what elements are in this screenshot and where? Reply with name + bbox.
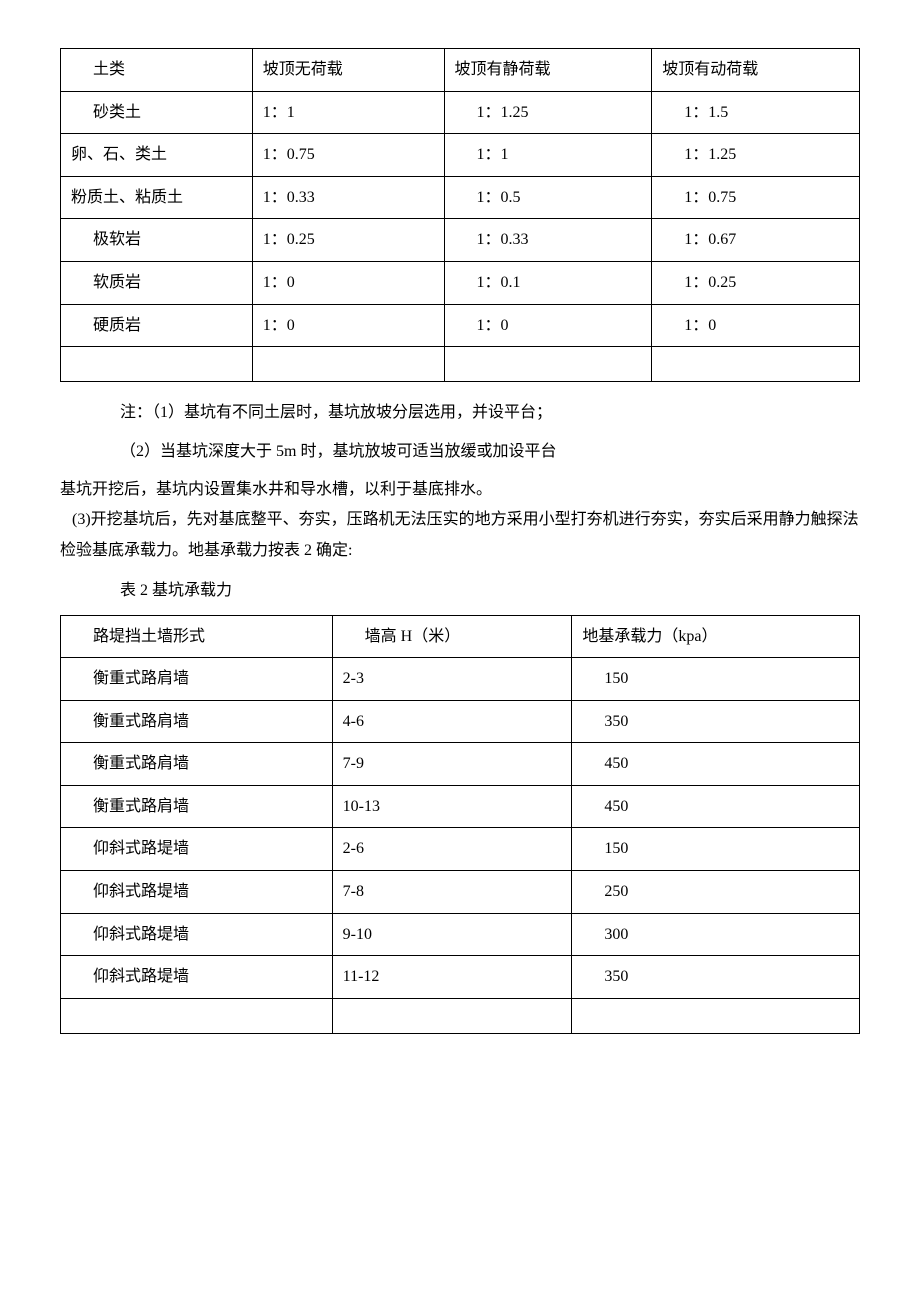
cell: 极软岩 (61, 219, 253, 262)
paragraph-line-2: (3)开挖基坑后，先对基底整平、夯实，压路机无法压实的地方采用小型打夯机进行夯实… (60, 505, 860, 566)
table-row: 仰斜式路堤墙 7-8 250 (61, 871, 860, 914)
cell: 1：1 (252, 91, 444, 134)
table-row: 仰斜式路堤墙 11-12 350 (61, 956, 860, 999)
cell: 4-6 (332, 700, 572, 743)
table2-title: 表 2 基坑承载力 (120, 576, 860, 606)
cell: 1：0.75 (252, 134, 444, 177)
cell: 450 (572, 743, 860, 786)
cell: 衡重式路肩墙 (61, 700, 333, 743)
cell: 1：0 (444, 304, 652, 347)
cell: 1：0.75 (652, 176, 860, 219)
table-row: 衡重式路肩墙 4-6 350 (61, 700, 860, 743)
col-header: 路堤挡土墙形式 (61, 615, 333, 658)
table-row: 卵、石、类土 1：0.75 1：1 1：1.25 (61, 134, 860, 177)
cell: 仰斜式路堤墙 (61, 913, 333, 956)
cell: 1：0 (252, 261, 444, 304)
cell: 2-3 (332, 658, 572, 701)
cell: 250 (572, 871, 860, 914)
table-row: 仰斜式路堤墙 9-10 300 (61, 913, 860, 956)
col-header: 坡顶无荷载 (252, 49, 444, 92)
table-row: 极软岩 1：0.25 1：0.33 1：0.67 (61, 219, 860, 262)
cell: 1：1.25 (444, 91, 652, 134)
cell: 2-6 (332, 828, 572, 871)
table-row: 软质岩 1：0 1：0.1 1：0.25 (61, 261, 860, 304)
table-row: 砂类土 1：1 1：1.25 1：1.5 (61, 91, 860, 134)
cell: 粉质土、粘质土 (61, 176, 253, 219)
cell: 1：1.5 (652, 91, 860, 134)
cell: 7-8 (332, 871, 572, 914)
cell: 1：0.5 (444, 176, 652, 219)
col-header: 地基承载力（kpa） (572, 615, 860, 658)
col-header: 坡顶有动荷载 (652, 49, 860, 92)
cell: 11-12 (332, 956, 572, 999)
cell: 卵、石、类土 (61, 134, 253, 177)
cell: 350 (572, 700, 860, 743)
cell: 150 (572, 658, 860, 701)
col-header: 墙高 H（米） (332, 615, 572, 658)
cell: 1：1.25 (652, 134, 860, 177)
cell: 1：1 (444, 134, 652, 177)
cell: 衡重式路肩墙 (61, 785, 333, 828)
paragraph-line-1: 基坑开挖后，基坑内设置集水井和导水槽，以利于基底排水。 (60, 475, 860, 505)
table-bearing-capacity: 路堤挡土墙形式 墙高 H（米） 地基承载力（kpa） 衡重式路肩墙 2-3 15… (60, 615, 860, 1034)
cell: 仰斜式路堤墙 (61, 956, 333, 999)
note-line-2: （2）当基坑深度大于 5m 时，基坑放坡可适当放缓或加设平台 (120, 437, 860, 467)
table-slope-ratios: 土类 坡顶无荷载 坡顶有静荷载 坡顶有动荷载 砂类土 1：1 1：1.25 1：… (60, 48, 860, 382)
cell: 1：0.25 (652, 261, 860, 304)
table-row: 硬质岩 1：0 1：0 1：0 (61, 304, 860, 347)
cell: 仰斜式路堤墙 (61, 828, 333, 871)
table-header-row: 土类 坡顶无荷载 坡顶有静荷载 坡顶有动荷载 (61, 49, 860, 92)
table-header-row: 路堤挡土墙形式 墙高 H（米） 地基承载力（kpa） (61, 615, 860, 658)
cell: 350 (572, 956, 860, 999)
cell: 1：0.33 (252, 176, 444, 219)
table-row: 粉质土、粘质土 1：0.33 1：0.5 1：0.75 (61, 176, 860, 219)
col-header: 土类 (61, 49, 253, 92)
table-row: 衡重式路肩墙 2-3 150 (61, 658, 860, 701)
cell: 300 (572, 913, 860, 956)
cell: 450 (572, 785, 860, 828)
cell: 1：0 (652, 304, 860, 347)
cell: 1：0.25 (252, 219, 444, 262)
cell: 9-10 (332, 913, 572, 956)
cell: 150 (572, 828, 860, 871)
cell: 软质岩 (61, 261, 253, 304)
cell: 砂类土 (61, 91, 253, 134)
cell: 1：0.1 (444, 261, 652, 304)
cell: 1：0.33 (444, 219, 652, 262)
cell: 7-9 (332, 743, 572, 786)
note-line-1: 注：（1）基坑有不同土层时，基坑放坡分层选用，并设平台； (120, 398, 860, 428)
table-row: 衡重式路肩墙 7-9 450 (61, 743, 860, 786)
cell: 衡重式路肩墙 (61, 743, 333, 786)
cell: 硬质岩 (61, 304, 253, 347)
cell: 1：0.67 (652, 219, 860, 262)
cell: 10-13 (332, 785, 572, 828)
table-empty-row (61, 998, 860, 1033)
table-empty-row (61, 347, 860, 382)
cell: 仰斜式路堤墙 (61, 871, 333, 914)
col-header: 坡顶有静荷载 (444, 49, 652, 92)
cell: 衡重式路肩墙 (61, 658, 333, 701)
table-row: 仰斜式路堤墙 2-6 150 (61, 828, 860, 871)
cell: 1：0 (252, 304, 444, 347)
table-row: 衡重式路肩墙 10-13 450 (61, 785, 860, 828)
page-content: 土类 坡顶无荷载 坡顶有静荷载 坡顶有动荷载 砂类土 1：1 1：1.25 1：… (60, 48, 860, 1034)
